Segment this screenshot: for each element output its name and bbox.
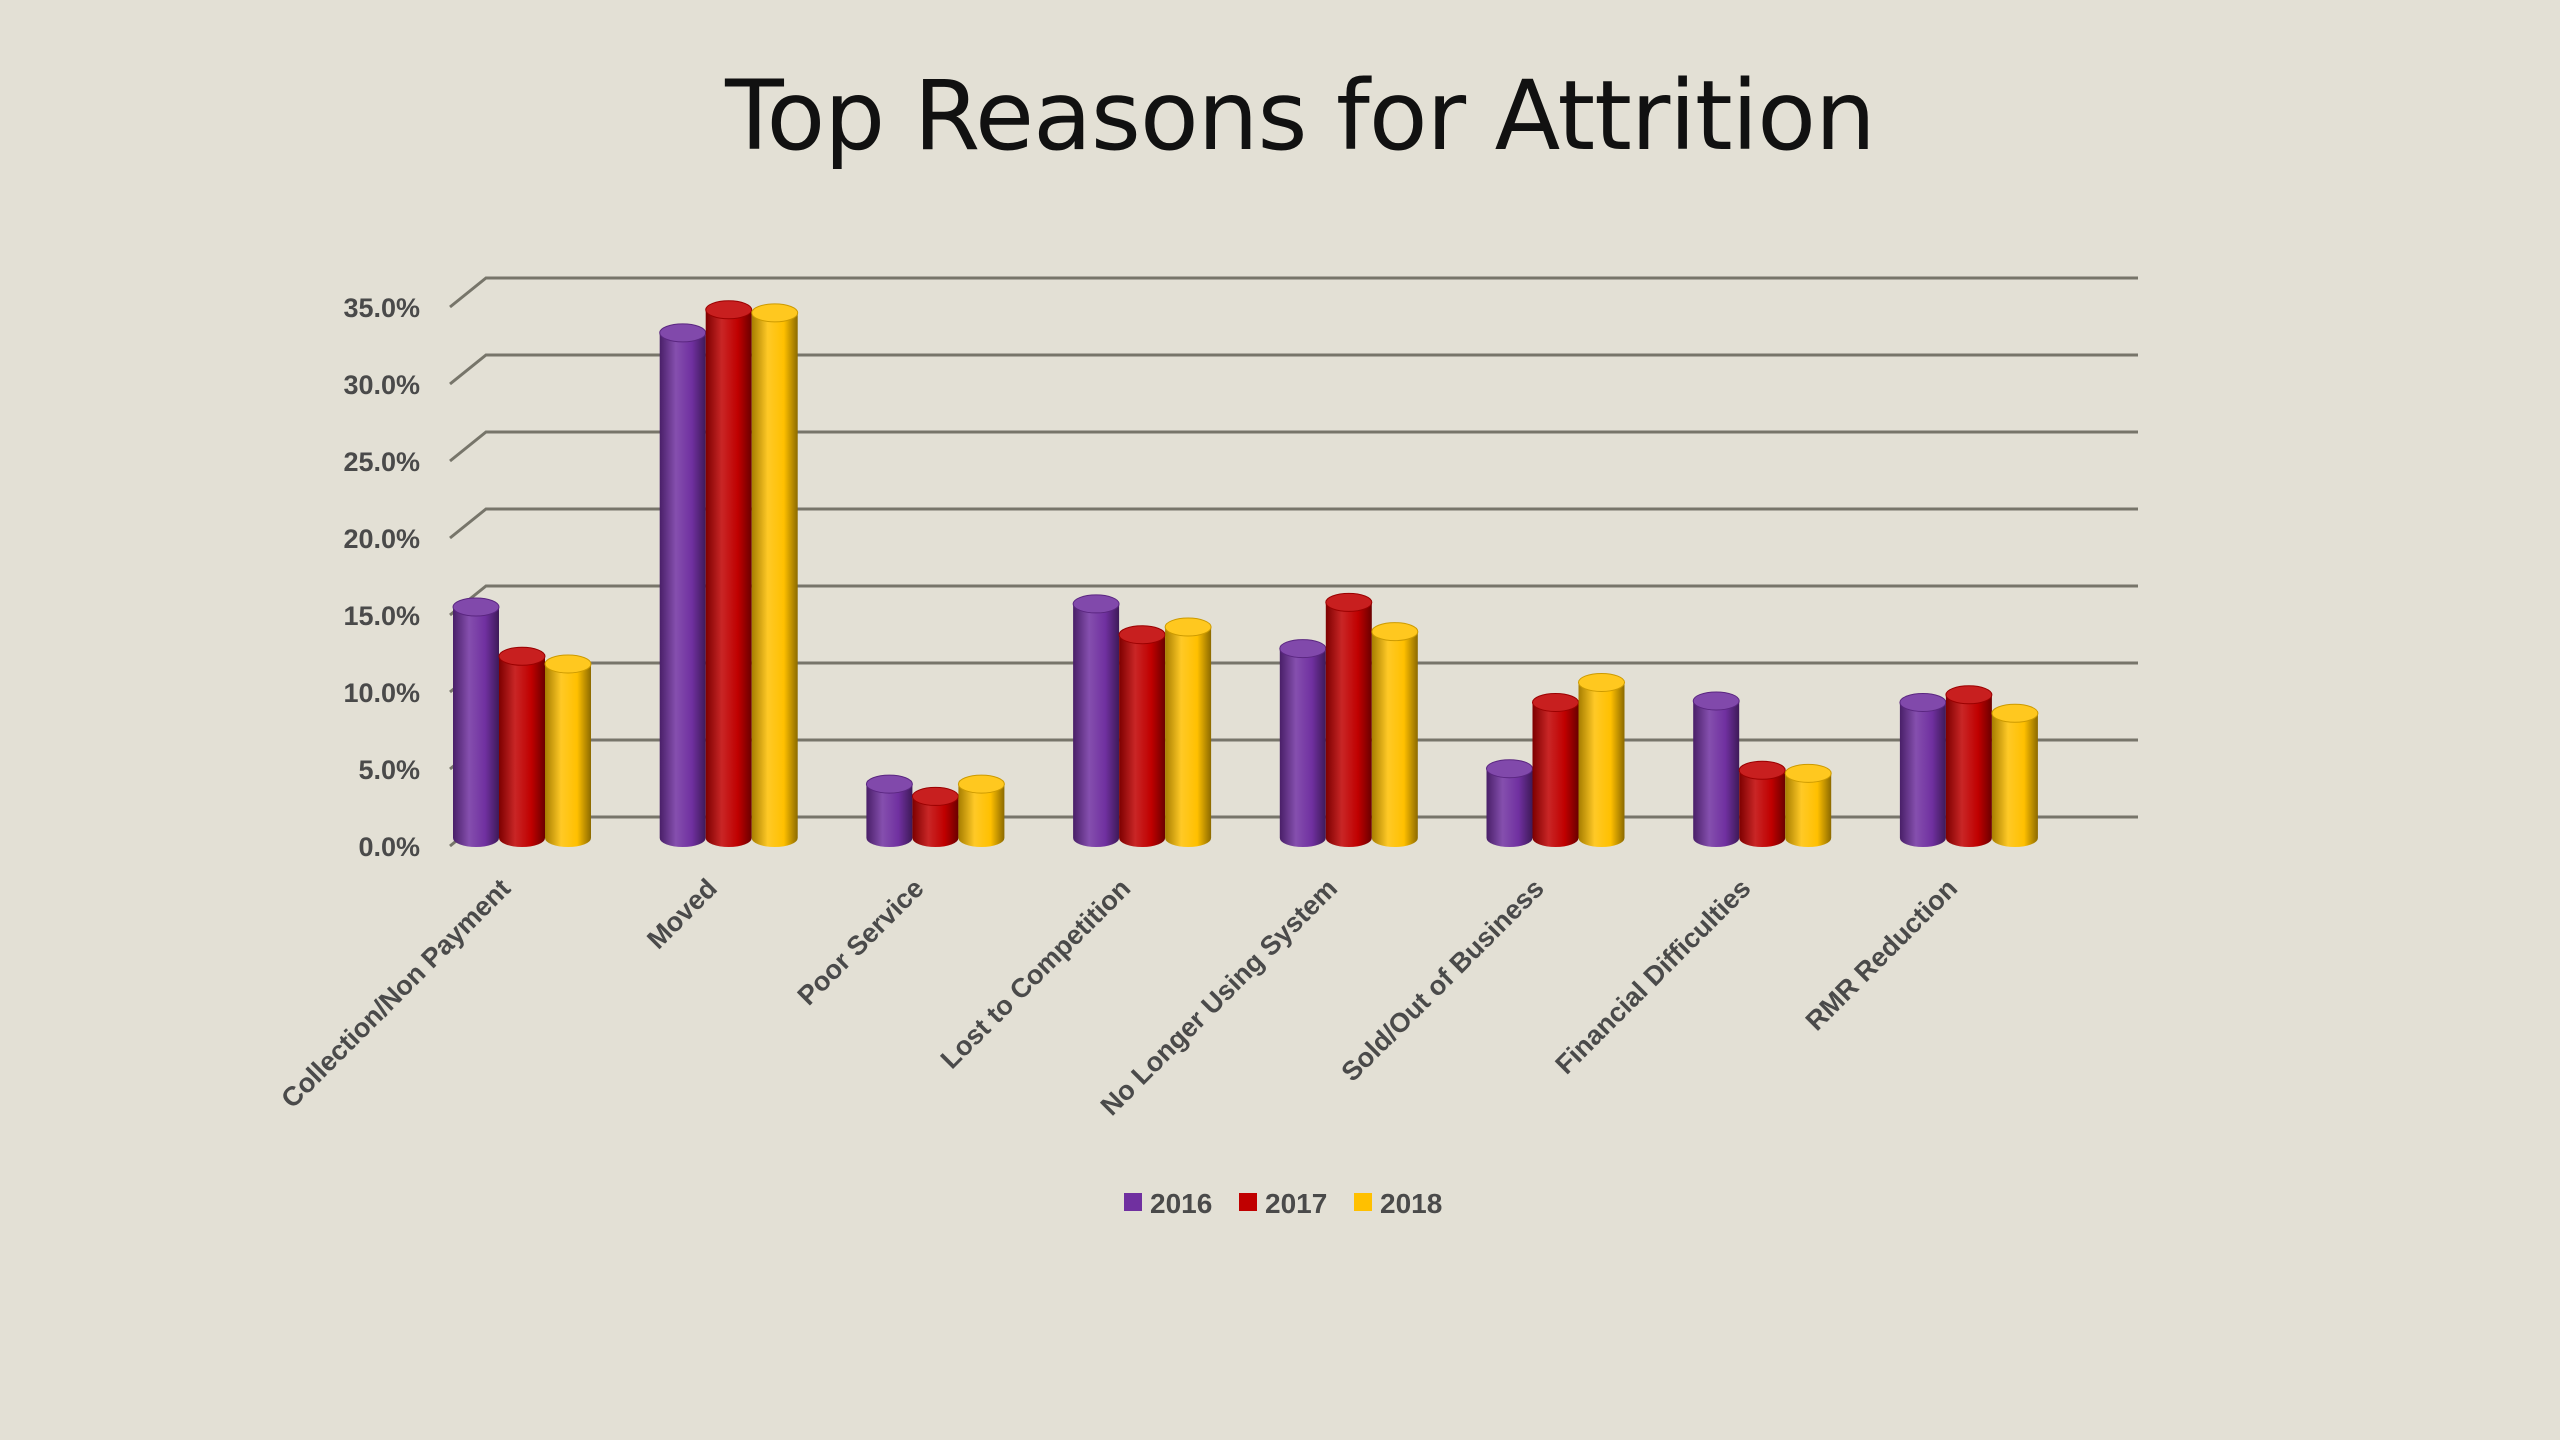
bar [1371, 622, 1419, 847]
bar [498, 646, 546, 847]
bar [1899, 692, 1947, 847]
bar [544, 654, 592, 847]
x-axis-labels: Collection/Non Payment Moved Poor Service L… [275, 873, 1963, 1121]
legend-swatch [1354, 1193, 1372, 1211]
chart-title: Top Reasons for Attrition [725, 60, 1876, 172]
y-tick-label: 10.0% [343, 678, 420, 708]
bar [1118, 625, 1166, 847]
legend: 2016 2017 2018 [1124, 1188, 1442, 1219]
bar [911, 786, 959, 847]
x-category-label: Financial Difficulties [1550, 873, 1757, 1080]
bar [751, 303, 799, 847]
x-category-label: Sold/Out of Business [1335, 873, 1549, 1087]
legend-label: 2017 [1265, 1188, 1327, 1219]
y-tick-label: 25.0% [343, 447, 420, 477]
x-category-label: Lost to Competition [935, 873, 1137, 1075]
legend-swatch [1124, 1193, 1142, 1211]
bar [1738, 760, 1786, 847]
bars [452, 300, 2039, 847]
bar [1279, 639, 1327, 847]
y-tick-label: 5.0% [358, 755, 420, 785]
y-tick-label: 0.0% [358, 832, 420, 862]
gridline [449, 276, 2138, 309]
bar [452, 597, 500, 847]
bar [1486, 759, 1533, 847]
bar [1072, 594, 1120, 847]
y-tick-label: 20.0% [343, 524, 420, 554]
x-category-label: No Longer Using System [1095, 873, 1343, 1121]
x-category-label: Poor Service [792, 873, 930, 1011]
gridline [449, 353, 2138, 386]
x-category-label: Collection/Non Payment [275, 873, 516, 1114]
bar [1784, 763, 1832, 847]
bar [1945, 685, 1993, 847]
gridline [449, 430, 2138, 463]
bar [1532, 692, 1579, 847]
y-tick-label: 15.0% [343, 601, 420, 631]
bar [1164, 617, 1212, 847]
x-category-label: RMR Reduction [1800, 873, 1963, 1036]
bar [1325, 592, 1373, 847]
y-tick-label: 30.0% [343, 370, 420, 400]
bar [1991, 703, 2039, 847]
x-category-label: Moved [641, 873, 723, 955]
bar [1692, 691, 1740, 847]
y-tick-label: 35.0% [343, 293, 420, 323]
gridline [449, 507, 2138, 540]
y-axis-ticks: 0.0% 5.0% 10.0% 15.0% 20.0% 25.0% 30.0% 35.0% [343, 293, 420, 862]
legend-label: 2018 [1380, 1188, 1442, 1219]
bar [659, 323, 707, 847]
bar [1578, 672, 1625, 847]
legend-swatch [1239, 1193, 1257, 1211]
legend-label: 2016 [1150, 1188, 1212, 1219]
bar [957, 774, 1005, 847]
bar [865, 774, 913, 847]
bar [705, 300, 753, 847]
